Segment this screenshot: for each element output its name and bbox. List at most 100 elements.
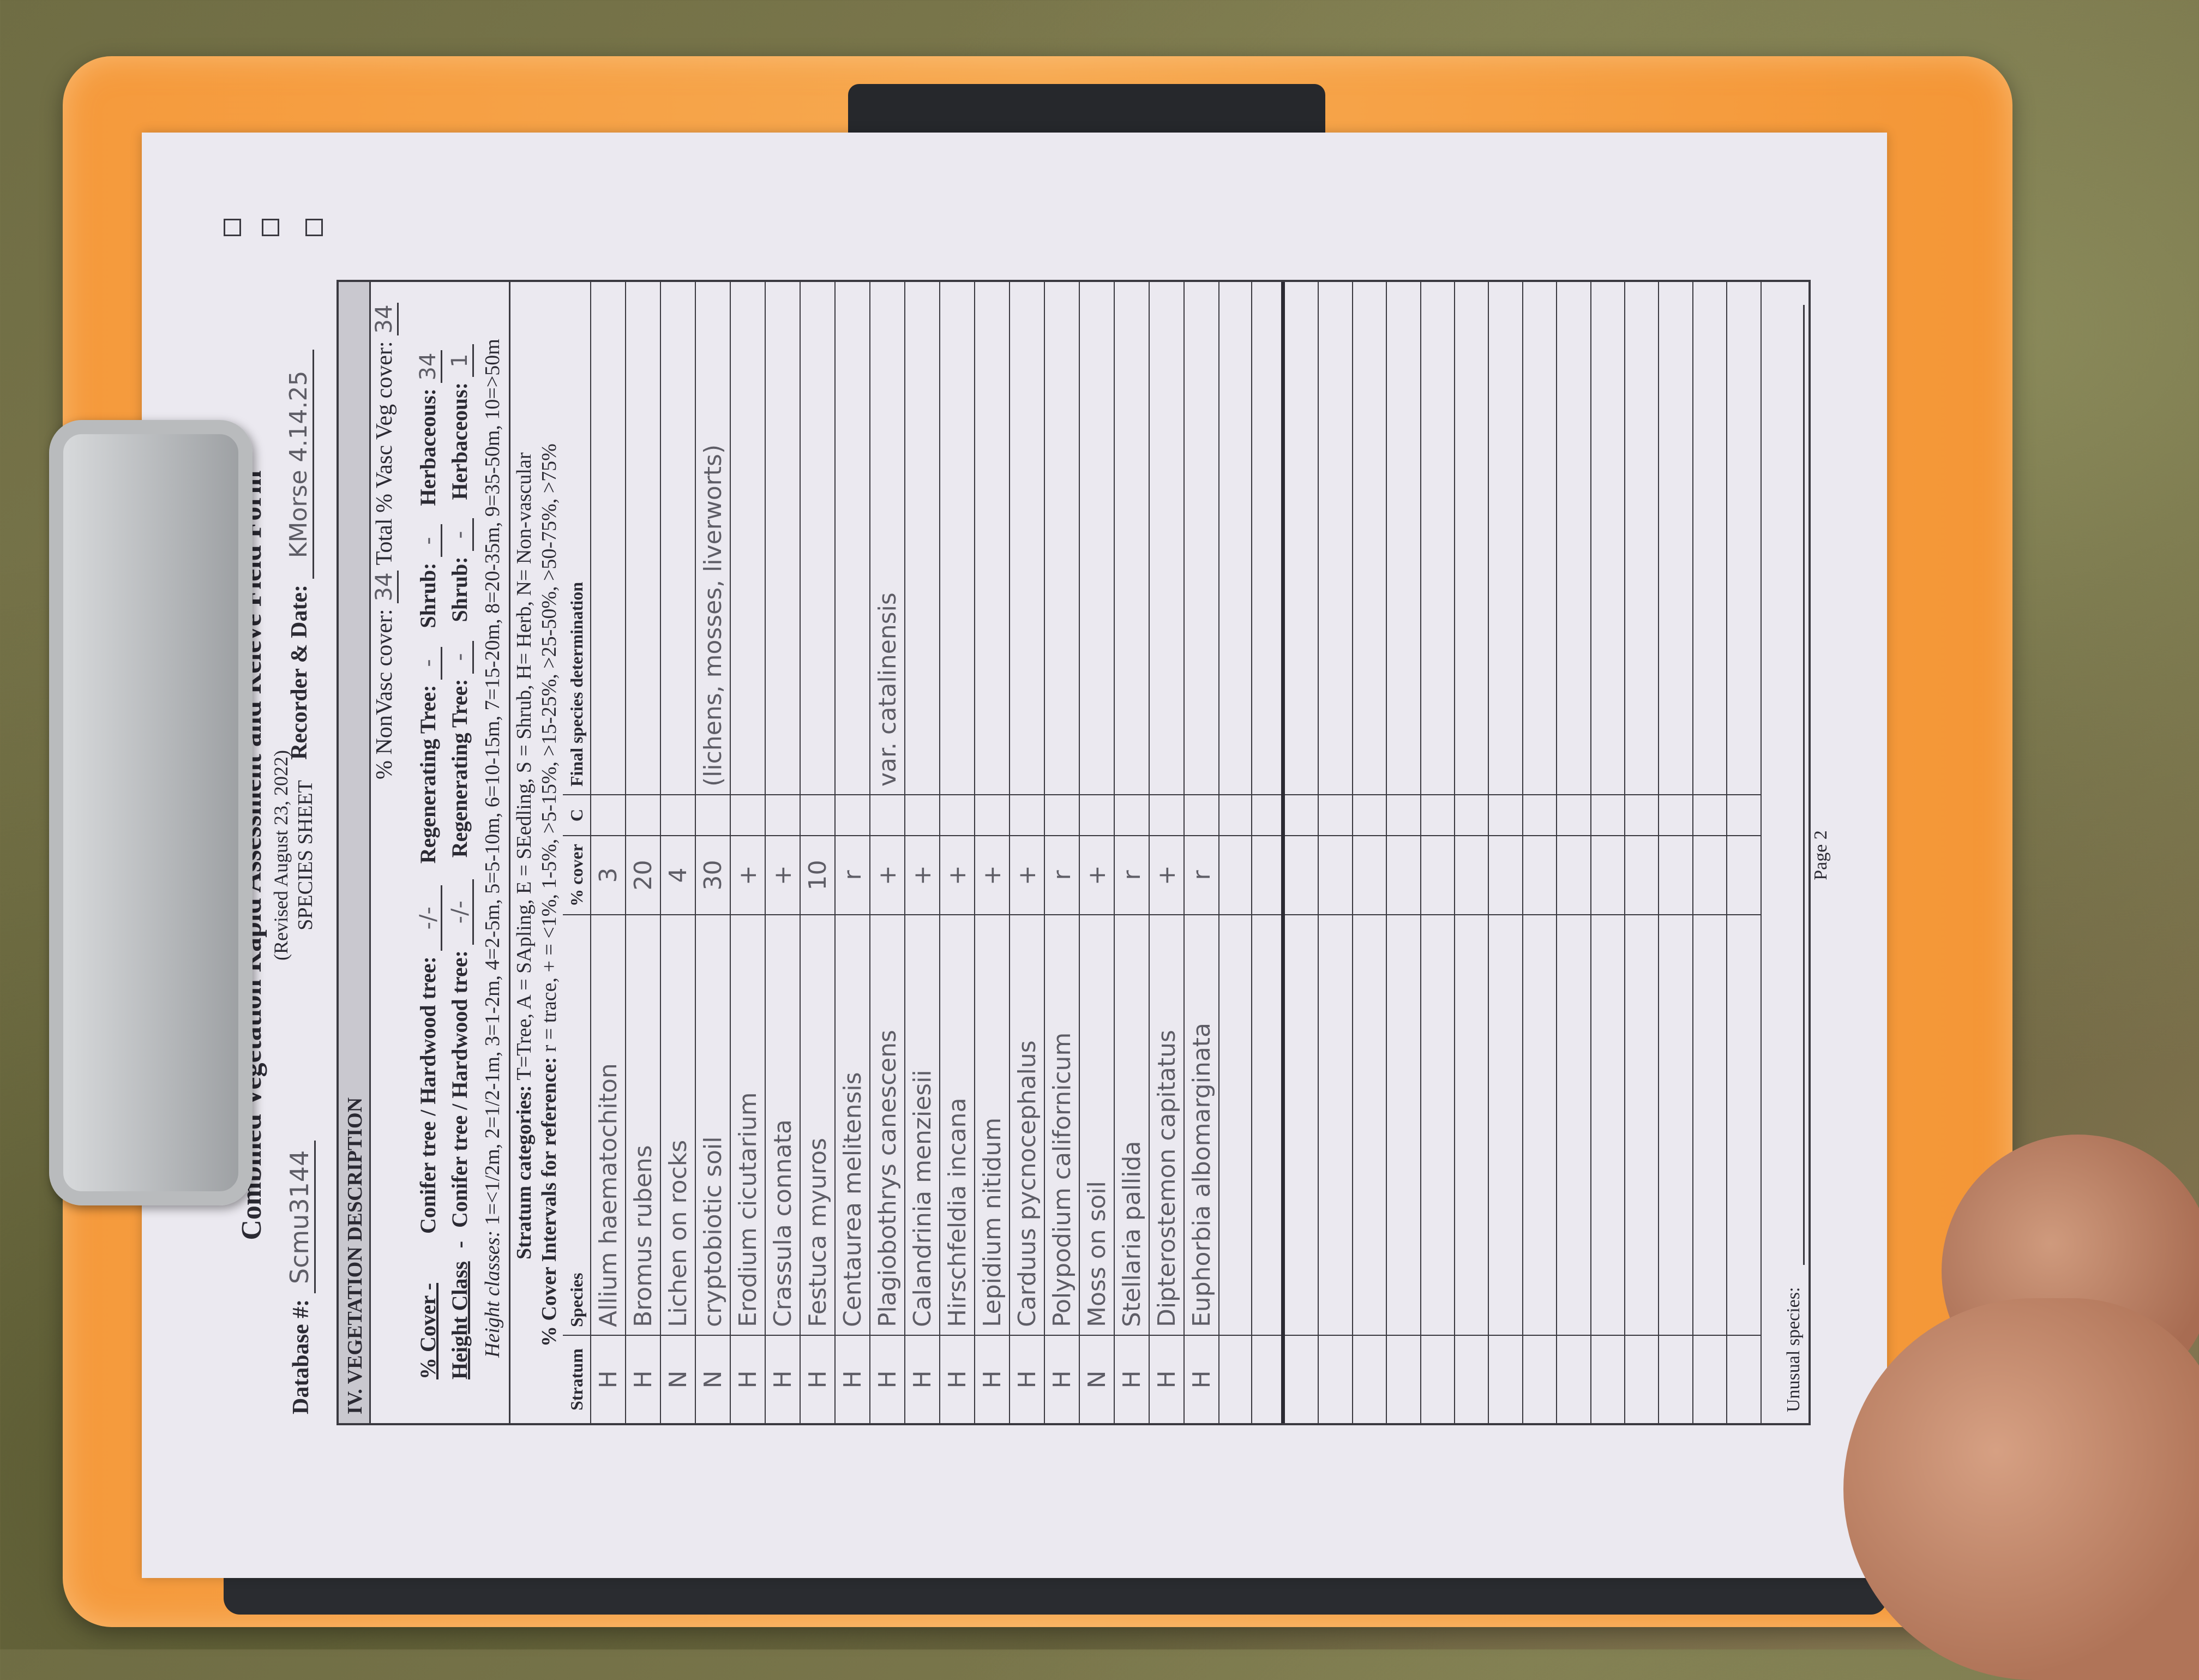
cover-cell[interactable]: r [1045, 835, 1079, 914]
stratum-cell[interactable] [1285, 1335, 1318, 1423]
cover-shrub-value[interactable]: - [416, 524, 442, 557]
final-determination-cell[interactable] [661, 282, 695, 794]
stratum-cell[interactable]: H [1150, 1335, 1183, 1423]
cover-cell[interactable] [1523, 835, 1557, 914]
final-determination-cell[interactable] [591, 282, 625, 794]
stratum-cell[interactable] [1353, 1335, 1386, 1423]
species-cell[interactable]: Lepidium nitidum [975, 914, 1009, 1335]
c-cell[interactable] [1659, 794, 1692, 835]
stratum-cell[interactable] [1727, 1335, 1761, 1423]
species-cell[interactable] [1557, 914, 1590, 1335]
species-cell[interactable]: Bromus rubens [626, 914, 660, 1335]
c-cell[interactable] [626, 794, 660, 835]
cover-cell[interactable]: r [1115, 835, 1149, 914]
checkbox[interactable] [224, 219, 241, 236]
cover-cell[interactable] [1421, 835, 1454, 914]
cover-cell[interactable]: + [940, 835, 974, 914]
stratum-cell[interactable] [1557, 1335, 1590, 1423]
c-cell[interactable] [1010, 794, 1044, 835]
final-determination-cell[interactable] [1010, 282, 1044, 794]
species-cell[interactable] [1455, 914, 1488, 1335]
cover-herb-value[interactable]: 34 [416, 350, 442, 383]
c-cell[interactable] [1080, 794, 1114, 835]
c-cell[interactable] [766, 794, 800, 835]
cover-cell[interactable]: + [1080, 835, 1114, 914]
species-cell[interactable] [1285, 914, 1318, 1335]
stratum-cell[interactable] [1659, 1335, 1692, 1423]
stratum-cell[interactable]: H [870, 1335, 904, 1423]
final-determination-cell[interactable] [1421, 282, 1454, 794]
final-determination-cell[interactable] [801, 282, 834, 794]
c-cell[interactable] [1727, 794, 1761, 835]
cover-cell[interactable]: + [1010, 835, 1044, 914]
species-cell[interactable] [1523, 914, 1557, 1335]
cover-cell[interactable] [1591, 835, 1624, 914]
final-determination-cell[interactable] [836, 282, 869, 794]
species-cell[interactable]: cryptobiotic soil [696, 914, 730, 1335]
final-determination-cell[interactable] [975, 282, 1009, 794]
c-cell[interactable] [1523, 794, 1557, 835]
cover-cell[interactable] [1387, 835, 1420, 914]
species-cell[interactable] [1489, 914, 1522, 1335]
nonvasc-value[interactable]: 34 [370, 570, 399, 603]
stratum-cell[interactable]: N [1080, 1335, 1114, 1423]
stratum-cell[interactable]: N [696, 1335, 730, 1423]
stratum-cell[interactable]: H [731, 1335, 765, 1423]
final-determination-cell[interactable] [1219, 282, 1251, 794]
final-determination-cell[interactable] [1591, 282, 1624, 794]
stratum-cell[interactable]: H [766, 1335, 800, 1423]
final-determination-cell[interactable] [1489, 282, 1522, 794]
cover-cell[interactable] [1625, 835, 1659, 914]
c-cell[interactable] [975, 794, 1009, 835]
stratum-cell[interactable] [1421, 1335, 1454, 1423]
c-cell[interactable] [696, 794, 730, 835]
species-cell[interactable]: Calandrinia menziesii [905, 914, 939, 1335]
species-cell[interactable] [1252, 914, 1281, 1335]
cover-cell[interactable]: 30 [696, 835, 730, 914]
c-cell[interactable] [731, 794, 765, 835]
stratum-cell[interactable] [1219, 1335, 1251, 1423]
species-cell[interactable] [1727, 914, 1761, 1335]
c-cell[interactable] [905, 794, 939, 835]
species-cell[interactable] [1219, 914, 1251, 1335]
stratum-cell[interactable] [1319, 1335, 1352, 1423]
species-cell[interactable]: Erodium cicutarium [731, 914, 765, 1335]
species-cell[interactable] [1421, 914, 1454, 1335]
stratum-cell[interactable]: H [801, 1335, 834, 1423]
species-cell[interactable] [1659, 914, 1692, 1335]
c-cell[interactable] [1353, 794, 1386, 835]
cover-cell[interactable]: + [905, 835, 939, 914]
c-cell[interactable] [1557, 794, 1590, 835]
cover-cell[interactable]: + [766, 835, 800, 914]
species-cell[interactable]: Dipterostemon capitatus [1150, 914, 1183, 1335]
height-regen-value[interactable]: - [447, 640, 474, 674]
species-cell[interactable]: Festuca myuros [801, 914, 834, 1335]
stratum-cell[interactable]: H [940, 1335, 974, 1423]
total-vasc-value[interactable]: 34 [370, 302, 399, 335]
cover-cell[interactable] [1557, 835, 1590, 914]
stratum-cell[interactable]: H [626, 1335, 660, 1423]
c-cell[interactable] [940, 794, 974, 835]
species-cell[interactable]: Crassula connata [766, 914, 800, 1335]
cover-cell[interactable] [1285, 835, 1318, 914]
cover-cell[interactable]: + [975, 835, 1009, 914]
species-cell[interactable]: Carduus pycnocephalus [1010, 914, 1044, 1335]
c-cell[interactable] [1625, 794, 1659, 835]
cover-cell[interactable] [1659, 835, 1692, 914]
stratum-cell[interactable]: H [1185, 1335, 1218, 1423]
stratum-cell[interactable]: H [1010, 1335, 1044, 1423]
final-determination-cell[interactable] [905, 282, 939, 794]
stratum-cell[interactable]: H [591, 1335, 625, 1423]
stratum-cell[interactable] [1455, 1335, 1488, 1423]
stratum-cell[interactable]: H [1045, 1335, 1079, 1423]
stratum-cell[interactable] [1591, 1335, 1624, 1423]
c-cell[interactable] [1319, 794, 1352, 835]
c-cell[interactable] [1285, 794, 1318, 835]
species-cell[interactable]: Euphorbia albomarginata [1185, 914, 1218, 1335]
height-conifer-value[interactable]: -/- [447, 879, 474, 945]
cover-cell[interactable]: 20 [626, 835, 660, 914]
cover-cell[interactable] [1489, 835, 1522, 914]
final-determination-cell[interactable] [1150, 282, 1183, 794]
cover-cell[interactable] [1693, 835, 1727, 914]
height-herb-value[interactable]: 1 [447, 344, 474, 377]
